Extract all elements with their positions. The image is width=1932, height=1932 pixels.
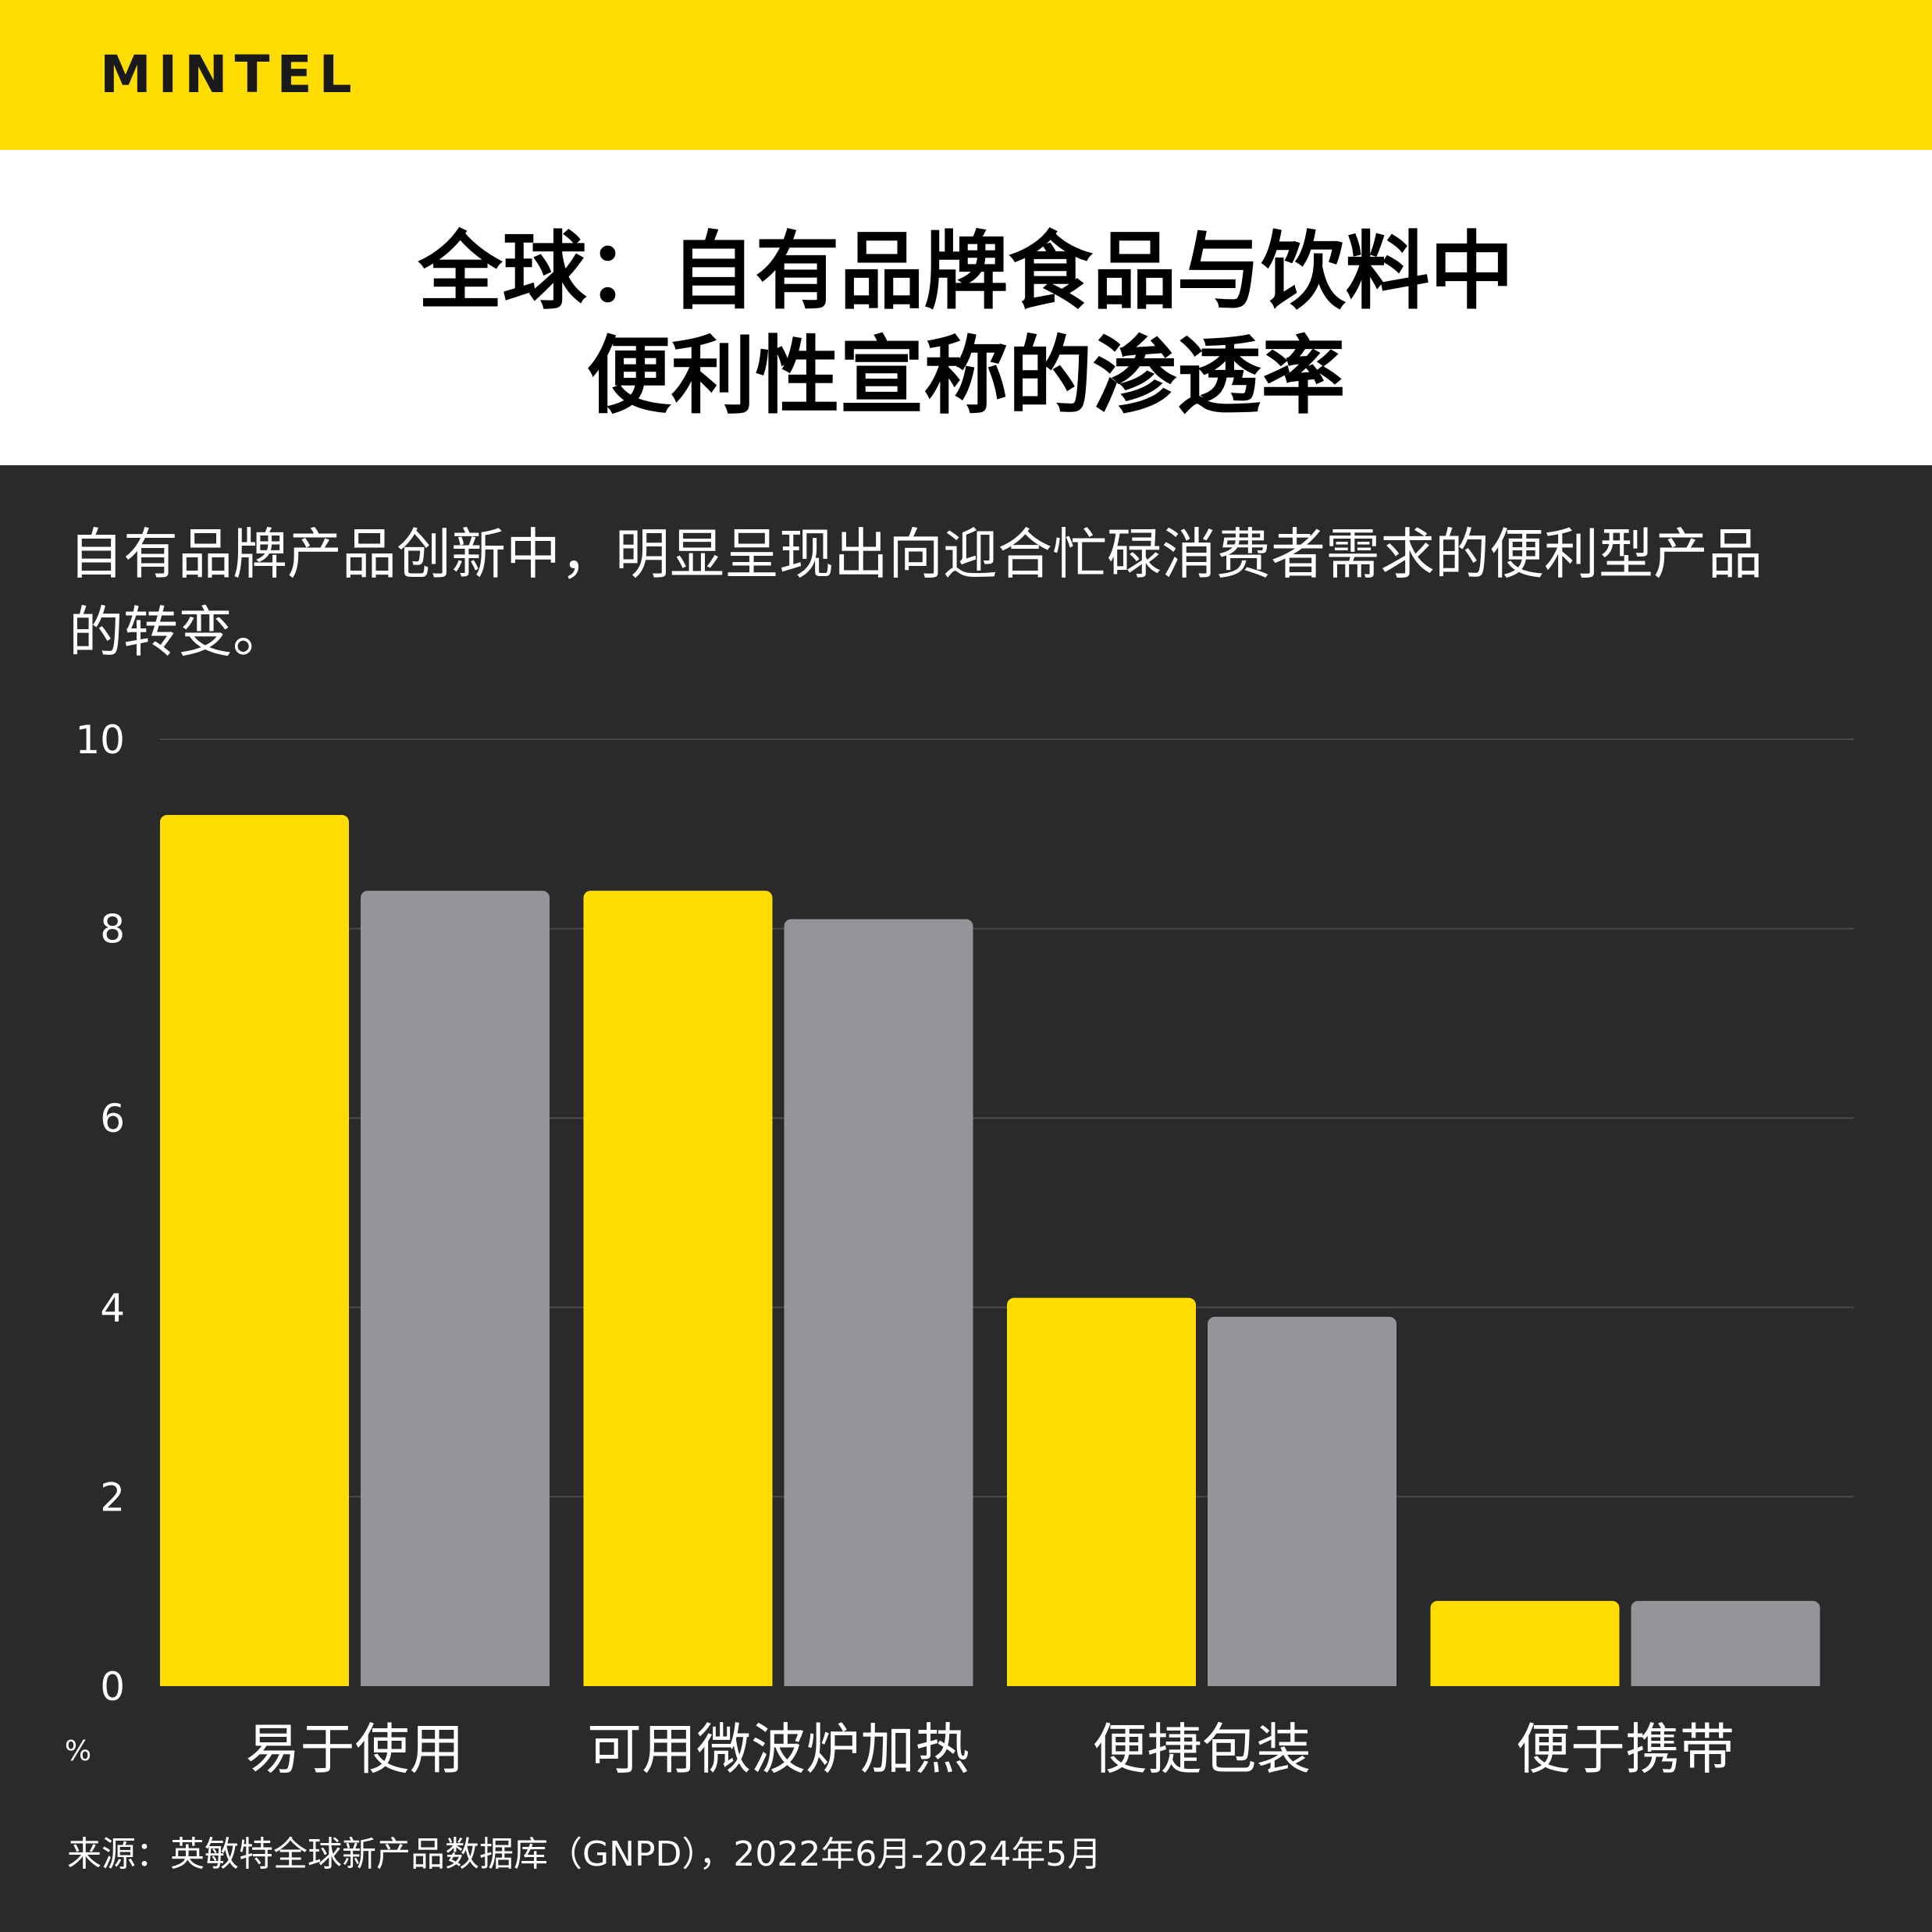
bar-2-1 (361, 891, 550, 1686)
mintel-logo: MINTEL (100, 44, 359, 105)
bar-2-4-base (1631, 1677, 1820, 1686)
y-tick-label: 4 (100, 1286, 125, 1331)
y-tick-label: 2 (100, 1475, 125, 1520)
chart-title-line-2: 便利性宣称的渗透率 (586, 328, 1346, 425)
bar-chart: 0 2 4 6 8 10% 易于使用 可用微波炉加热 便捷包装 便于携带 (65, 717, 1854, 1781)
bar-1-3-base (1007, 1677, 1196, 1686)
y-tick-label: 0 (100, 1664, 125, 1710)
bar-1-4 (1430, 1600, 1620, 1686)
x-category-label: 便捷包装 (1093, 1717, 1311, 1781)
bar-2-3 (1208, 1316, 1397, 1686)
chart-subtitle-line-2: 的转变。 (69, 600, 287, 664)
chart-title-line-1: 全球：自有品牌食品与饮料中 (418, 223, 1514, 321)
bar-2-2 (784, 919, 973, 1686)
bar-2-3-base (1208, 1677, 1397, 1686)
bar-1-1 (160, 815, 349, 1686)
bar-2-2-base (784, 1677, 973, 1686)
y-tick-label: 6 (100, 1096, 125, 1141)
bar-2-4 (1631, 1600, 1820, 1686)
chart-title: 全球：自有品牌食品与饮料中 便利性宣称的渗透率 (0, 220, 1932, 429)
x-category-label: 可用微波炉加热 (587, 1717, 970, 1781)
y-tick-label: 8 (100, 907, 125, 952)
y-axis-label: % (65, 1735, 91, 1767)
y-tick-label: 10 (75, 717, 125, 763)
bar-1-2-base (583, 1677, 773, 1686)
x-category-label: 便于携带 (1516, 1717, 1735, 1781)
chart-subtitle: 自有品牌产品创新中，明显呈现出向迎合忙碌消费者需求的便利型产品 的转变。 (69, 515, 1864, 671)
bar-1-4-base (1430, 1677, 1620, 1686)
source-note: 来源：英敏特全球新产品数据库（GNPD），2022年6月-2024年5月 (67, 1834, 1102, 1874)
bar-1-3 (1007, 1297, 1196, 1686)
x-category-label: 易于使用 (246, 1717, 464, 1781)
title-panel: 全球：自有品牌食品与饮料中 便利性宣称的渗透率 (0, 150, 1932, 465)
brand-bar: MINTEL (0, 0, 1932, 150)
bar-1-1-base (160, 1677, 349, 1686)
chart-subtitle-line-1: 自有品牌产品创新中，明显呈现出向迎合忙碌消费者需求的便利型产品 (69, 522, 1763, 586)
bar-2-1-base (361, 1677, 550, 1686)
bar-1-2 (583, 891, 773, 1686)
